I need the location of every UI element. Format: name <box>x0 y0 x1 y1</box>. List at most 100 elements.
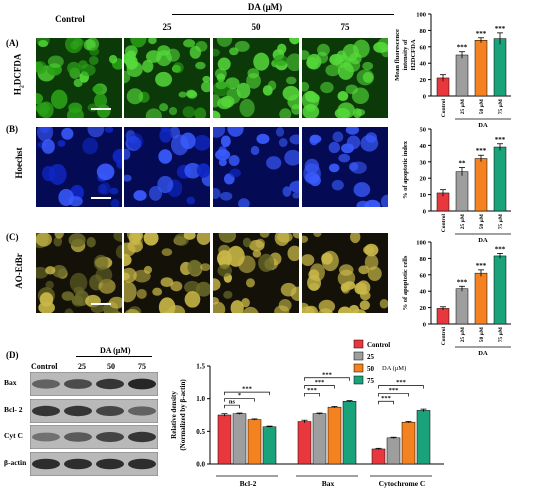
cell <box>38 301 55 313</box>
cell <box>172 62 184 74</box>
legend-label: 50 <box>367 365 375 373</box>
cell <box>220 135 231 148</box>
cell <box>292 192 299 199</box>
cell <box>95 266 113 284</box>
column-header-25: 25 <box>162 22 172 32</box>
group-label: Cytochrome C <box>379 479 426 488</box>
cell <box>196 233 210 245</box>
cell <box>310 134 322 144</box>
cell <box>356 69 375 86</box>
cell <box>58 188 74 206</box>
blot-label: Bax <box>4 378 17 387</box>
bar-Bcl-2-25 <box>232 413 247 465</box>
cell <box>220 191 233 201</box>
cell <box>337 102 355 118</box>
legend-title: DA (μM) <box>382 365 406 372</box>
row-label-hoechst: Hoechst <box>14 147 24 179</box>
cell <box>258 253 275 272</box>
cell <box>53 236 63 247</box>
y-tick-label: 100 <box>416 12 426 19</box>
significance-label: ns <box>229 399 236 406</box>
bar-Bcl-2-Control <box>217 414 232 465</box>
cell <box>45 266 56 275</box>
cell <box>266 156 282 170</box>
cell <box>196 163 210 178</box>
cell <box>127 133 144 150</box>
cell <box>54 233 64 239</box>
y-tick-label: 40 <box>420 61 427 68</box>
cell <box>213 301 226 313</box>
cell <box>61 127 74 140</box>
significance-label: *** <box>242 386 252 393</box>
cell <box>321 252 333 265</box>
cell <box>302 50 310 60</box>
cell <box>253 52 270 71</box>
blot-strip <box>30 372 158 396</box>
cell <box>124 70 131 84</box>
cell <box>213 187 221 200</box>
significance-label: *** <box>476 30 487 38</box>
blot-band <box>64 458 92 470</box>
cell <box>274 233 290 246</box>
blot-band <box>32 458 60 470</box>
bar-Cytochrome C-25 <box>386 437 401 465</box>
x-tick-label: 75 μM <box>498 213 504 229</box>
cell <box>69 272 88 293</box>
cell <box>239 98 255 118</box>
cell <box>110 198 120 207</box>
blot-band <box>64 405 92 417</box>
cell <box>338 153 351 163</box>
bar-3 <box>493 146 507 212</box>
cell <box>328 141 341 154</box>
cell <box>200 263 210 271</box>
column-header-50: 50 <box>251 22 261 32</box>
cell <box>213 81 231 97</box>
cell <box>67 61 81 75</box>
cell <box>320 81 334 94</box>
cell <box>152 287 163 296</box>
x-tick-label: Control <box>441 214 447 233</box>
cell <box>68 233 86 248</box>
y-axis-label: Mean fluorescence <box>394 29 401 81</box>
y-tick-label: 0 <box>423 209 426 216</box>
cell <box>186 196 196 205</box>
significance-label: *** <box>495 25 506 33</box>
cell <box>216 38 233 47</box>
cell <box>217 57 231 71</box>
blot-band <box>128 406 156 416</box>
significance-bracket <box>304 393 320 397</box>
bar-Bax-25 <box>312 413 327 465</box>
cell <box>234 40 250 52</box>
blot-band <box>64 379 92 389</box>
cell <box>332 131 344 143</box>
cell <box>278 299 292 312</box>
cell <box>124 174 132 182</box>
cell <box>359 300 370 311</box>
cell <box>302 254 315 266</box>
cell <box>353 182 371 197</box>
cell <box>215 149 231 161</box>
blot-band <box>96 378 124 390</box>
x-tick-label: 75 μM <box>498 98 504 114</box>
cell <box>80 64 96 77</box>
cell <box>116 159 122 169</box>
significance-label: *** <box>389 387 399 394</box>
cell <box>223 290 233 299</box>
cell <box>359 290 371 301</box>
x-tick-label: 50 μM <box>479 213 485 229</box>
row-label-h2dcfda-suffix: DCFDA <box>12 53 23 86</box>
cell <box>126 88 144 105</box>
cell <box>115 245 122 259</box>
cell <box>104 127 114 133</box>
scale-bar <box>91 197 111 199</box>
cell <box>287 245 299 262</box>
chart-apoptotic-cells: 0 20 40 60 80 100 % of apoptotic cells Control *… <box>402 240 511 355</box>
western-lane-25: 25 <box>78 362 86 371</box>
micrograph-2-0 <box>36 233 122 313</box>
cell <box>252 249 262 258</box>
cell <box>238 255 256 274</box>
cell <box>160 277 174 288</box>
x-tick-label: Control <box>441 327 447 346</box>
significance-bracket <box>224 398 255 402</box>
y-tick-label: 10 <box>420 192 427 199</box>
